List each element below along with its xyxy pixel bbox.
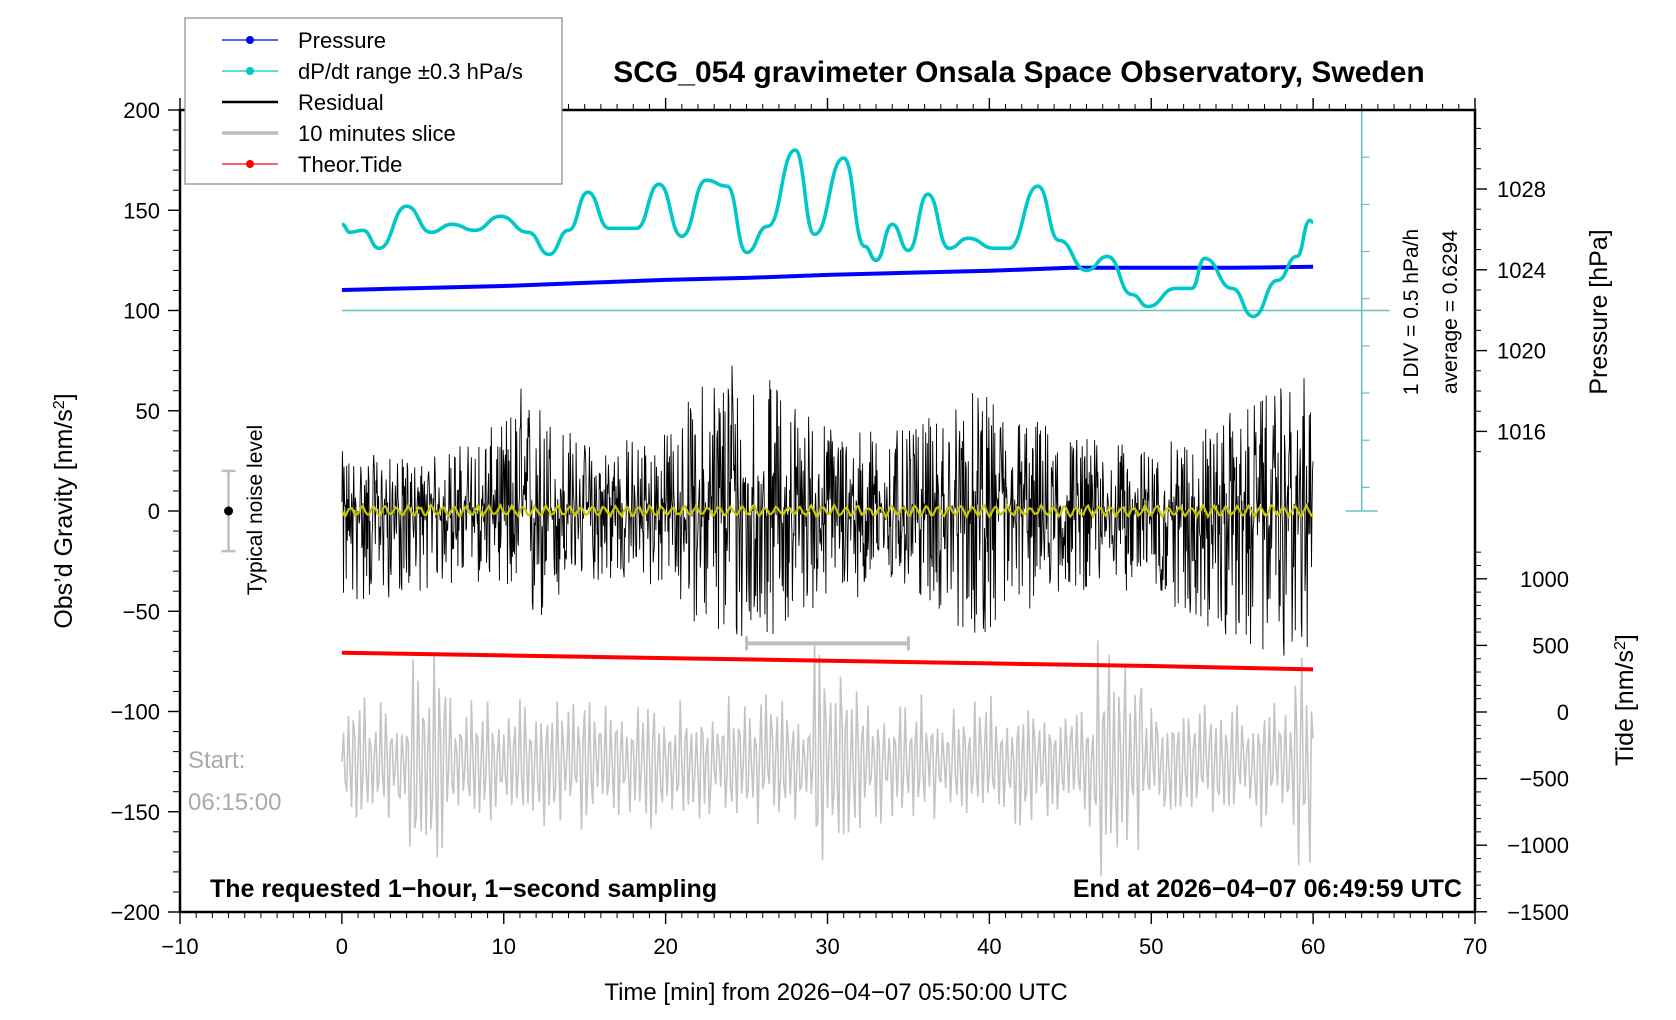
x-tick-label: 70 [1463,934,1487,959]
y-tick-label: 200 [123,98,160,123]
start-label: Start: [188,747,245,774]
legend: Pressure dP/dt range ±0.3 hPa/s Residual 10… [184,17,563,185]
tide-tick-label: −500 [1519,767,1569,792]
start-time-label: 06:15:00 [188,789,281,816]
y-axis-label-pressure: Pressure [hPa] [1585,229,1613,394]
x-tick-label: 50 [1139,934,1163,959]
noise-level-dot [224,506,234,516]
pressure-tick-label: 1016 [1497,419,1546,444]
chart-title: SCG_054 gravimeter Onsala Space Observat… [613,56,1425,89]
legend-label: Theor.Tide [298,152,402,177]
y-axis-label-left-end: ] [50,393,78,400]
x-tick-label: −10 [161,934,198,959]
legend-label: Residual [298,90,384,115]
legend-label: 10 minutes slice [298,121,456,146]
pressure-tick-label: 1028 [1497,177,1546,202]
tide-tick-label: 500 [1532,633,1569,658]
y-axis-label-left: Obs’d Gravity [nm/s2] [50,393,78,628]
tide-tick-label: −1000 [1507,833,1569,858]
y-tick-label: −200 [110,900,160,925]
y-axis-label-left-main: Obs’d Gravity [nm/s [50,409,78,629]
y-axis-label-left-sup: 2 [51,400,68,409]
noise-level-label: Typical noise level [244,425,267,595]
series-layer [221,110,1390,877]
ten-minute-slice-series [341,640,1314,877]
tide-tick-label: 1000 [1520,567,1569,592]
y-tick-label: −50 [123,599,160,624]
y-axis-label-tide-sup: 2 [1612,641,1629,650]
x-tick-label: 40 [977,934,1001,959]
footer-right-label: End at 2026−04−07 06:49:59 UTC [1073,875,1462,903]
pressure-series [341,264,1314,292]
x-tick-label: 30 [815,934,839,959]
legend-label: Pressure [298,28,386,53]
tide-tick-label: 0 [1557,700,1569,725]
theor-tide-series [341,650,1314,672]
ticks-layer: −10 0 10 20 30 40 50 60 70200150100500−50−100−15… [110,98,1569,959]
y-tick-label: −150 [110,800,160,825]
pressure-tick-label: 1024 [1497,258,1546,283]
y-tick-label: 50 [136,399,160,424]
y-tick-label: 100 [123,299,160,324]
div-label: 1 DIV = 0.5 hPa/h [1400,229,1423,395]
y-axis-label-tide: Tide [nm/s2] [1611,634,1639,766]
x-tick-label: 10 [492,934,516,959]
y-axis-label-tide-main: Tide [nm/s [1611,650,1639,766]
pressure-tick-label: 1020 [1497,339,1546,364]
average-label: average = 0.6294 [1439,230,1462,394]
y-tick-label: −100 [110,700,160,725]
footer-left-label: The requested 1−hour, 1−second sampling [210,875,717,903]
tide-tick-label: −1500 [1507,900,1569,925]
y-tick-label: 0 [148,499,160,524]
residual-smoothed-series [340,502,1314,520]
x-tick-label: 0 [336,934,348,959]
y-tick-label: 150 [123,198,160,223]
legend-marker [246,160,254,168]
y-axis-label-tide-end: ] [1611,634,1639,641]
residual-series [341,365,1314,656]
legend-marker [246,67,254,75]
x-tick-label: 60 [1301,934,1325,959]
legend-label: dP/dt range ±0.3 hPa/s [298,59,523,84]
legend-marker [246,36,254,44]
dpdt-series [341,148,1314,319]
x-axis-label: Time [min] from 2026−04−07 05:50:00 UTC [604,979,1067,1006]
x-tick-label: 20 [653,934,677,959]
